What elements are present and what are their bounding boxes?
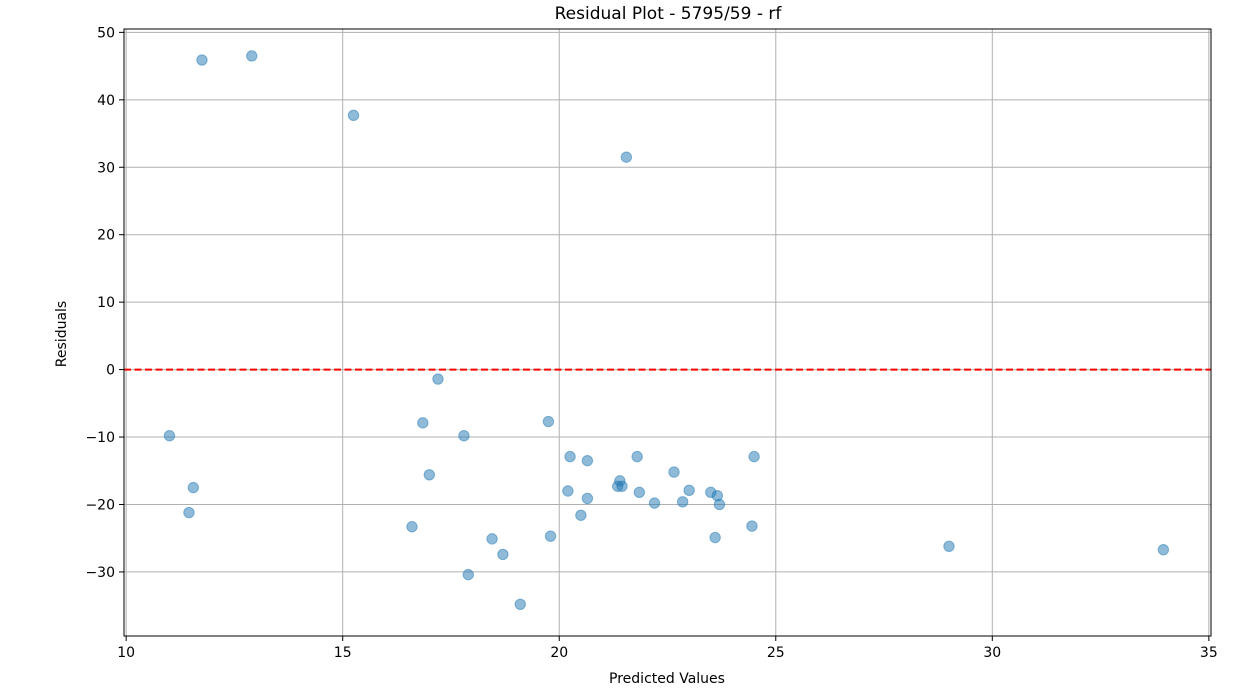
data-point — [683, 484, 695, 497]
x-tick-label: 30 — [983, 645, 1001, 661]
y-tick-label: 40 — [97, 93, 115, 109]
axis-ticks: 10 15 20 25 30 35 −30 −20 −10 0 10 20 30 40 50 — [85, 25, 1217, 661]
data-point — [943, 540, 955, 552]
data-point — [616, 480, 628, 492]
data-point — [462, 568, 474, 581]
data-point — [163, 429, 176, 442]
y-tick-label: −10 — [85, 430, 115, 446]
data-point — [581, 454, 594, 467]
y-tick-label: −20 — [85, 497, 115, 513]
data-point — [562, 485, 574, 497]
data-point — [183, 506, 195, 519]
data-point — [1157, 543, 1170, 556]
y-tick-label: 30 — [97, 160, 115, 176]
y-tick-label: −30 — [85, 565, 115, 581]
data-point — [347, 109, 360, 122]
y-tick-label: 20 — [97, 228, 115, 244]
data-point — [631, 450, 643, 463]
chart-title: Residual Plot - 5795/59 - rf — [555, 4, 783, 24]
data-point — [581, 492, 594, 505]
data-point — [497, 548, 509, 561]
x-tick-label: 25 — [767, 645, 785, 661]
data-point — [246, 50, 258, 62]
data-point — [544, 530, 557, 542]
x-tick-label: 10 — [117, 645, 135, 661]
data-point — [748, 450, 760, 463]
x-tick-label: 20 — [550, 645, 568, 661]
y-tick-label: 0 — [106, 363, 115, 379]
data-point — [542, 415, 555, 428]
data-point — [633, 486, 646, 499]
grid-lines — [124, 29, 1211, 636]
x-tick-label: 35 — [1200, 645, 1218, 661]
data-point — [575, 509, 587, 521]
data-point — [713, 498, 726, 511]
data-point — [432, 373, 444, 385]
data-point — [406, 521, 418, 533]
data-point — [187, 481, 199, 494]
y-tick-label: 10 — [97, 295, 115, 311]
data-point — [417, 417, 429, 429]
data-point — [676, 496, 689, 508]
data-point — [423, 469, 436, 481]
data-point — [668, 466, 680, 478]
data-point — [648, 497, 661, 509]
x-axis-label: Predicted Values — [609, 671, 725, 687]
data-point — [709, 531, 721, 544]
data-point — [196, 54, 208, 66]
data-point — [620, 151, 633, 163]
data-point — [514, 598, 526, 611]
data-point — [746, 520, 758, 532]
data-point — [458, 429, 470, 442]
y-tick-label: 50 — [97, 25, 115, 41]
y-axis-label: Residuals — [54, 301, 70, 367]
scatter-points — [163, 50, 1170, 611]
data-point — [486, 533, 498, 545]
x-tick-label: 15 — [334, 645, 352, 661]
plot-frame — [123, 28, 1212, 637]
data-point — [564, 450, 576, 463]
